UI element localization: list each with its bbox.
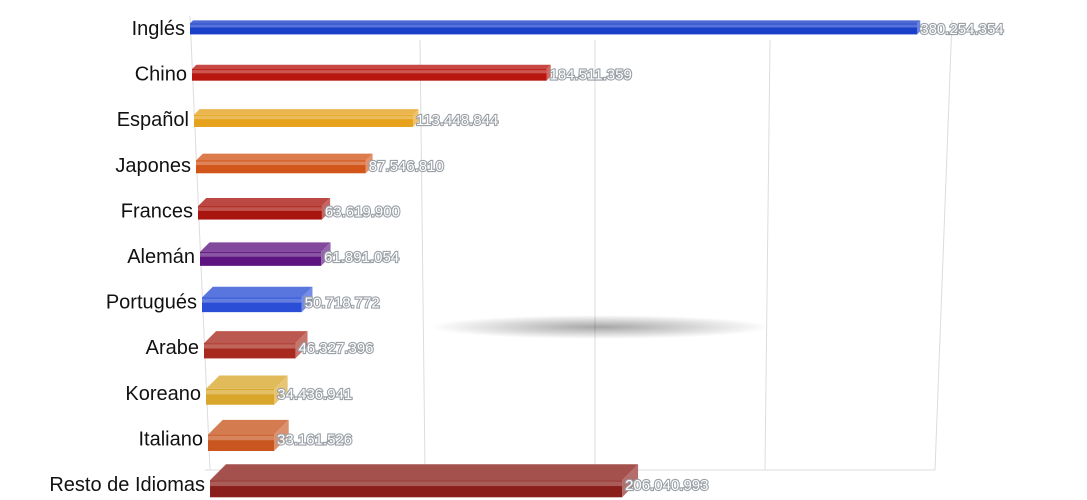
bar-ingles bbox=[190, 20, 921, 35]
bar-arabe bbox=[204, 331, 308, 359]
bar-highlight bbox=[194, 115, 413, 120]
data-label-italiano: 33.161.526 bbox=[277, 431, 352, 448]
data-label-arabe: 46.327.396 bbox=[298, 340, 373, 357]
bar-resto-de-idiomas bbox=[210, 464, 639, 498]
category-label-chino: Chino bbox=[135, 64, 187, 86]
bar-top-face bbox=[200, 242, 331, 252]
bar-end-face bbox=[301, 286, 313, 313]
bar-espanol bbox=[194, 109, 419, 127]
bar-top-face bbox=[196, 153, 373, 161]
data-label-portugues: 50.718.772 bbox=[305, 295, 380, 312]
data-label-chino: 184.511.359 bbox=[549, 67, 631, 84]
bar-highlight bbox=[190, 24, 918, 28]
category-labels: Inglés Chino Español Japones Frances Alemán Po… bbox=[49, 18, 205, 496]
bar-end-face bbox=[321, 242, 331, 266]
bar-highlight bbox=[198, 207, 322, 211]
category-label-koreano: Koreano bbox=[125, 383, 201, 405]
data-label-resto-de-idiomas: 206.040.993 bbox=[625, 477, 708, 494]
data-label-japones: 87.546.810 bbox=[369, 158, 444, 175]
bar-highlight bbox=[200, 252, 322, 257]
bar-end-face bbox=[365, 153, 373, 174]
data-label-koreano: 34.436.941 bbox=[277, 386, 352, 403]
bar-front-face bbox=[190, 23, 918, 35]
category-label-arabe: Arabe bbox=[146, 337, 199, 359]
bar-italiano bbox=[208, 419, 289, 452]
bar-highlight bbox=[210, 481, 623, 487]
bar-end-face bbox=[917, 20, 921, 35]
data-label-espanol: 113.448.844 bbox=[416, 112, 498, 129]
bar-top-face bbox=[210, 464, 639, 481]
bar-highlight bbox=[204, 344, 296, 349]
bar-end-face bbox=[295, 331, 308, 359]
category-label-japones: Japones bbox=[115, 155, 191, 177]
bar-top-face bbox=[202, 286, 313, 298]
bar-top-face bbox=[192, 64, 551, 70]
category-label-ingles: Inglés bbox=[132, 18, 185, 40]
bar-end-face bbox=[274, 419, 289, 452]
grid-line bbox=[934, 19, 953, 471]
bar-end-face bbox=[546, 64, 551, 81]
bar-koreano bbox=[206, 375, 288, 405]
grid-line bbox=[764, 39, 771, 471]
bar-chino bbox=[192, 64, 551, 81]
floor-shadow bbox=[430, 315, 770, 339]
bar-top-face bbox=[190, 20, 921, 24]
bar-highlight bbox=[192, 70, 547, 74]
bar-highlight bbox=[208, 435, 275, 441]
bar-aleman bbox=[200, 242, 331, 266]
bar-top-face bbox=[194, 109, 419, 115]
data-label-frances: 63.619.900 bbox=[325, 203, 400, 220]
bar-end-face bbox=[622, 464, 639, 498]
bar-highlight bbox=[202, 298, 302, 303]
category-label-portugues: Portugués bbox=[106, 292, 197, 314]
bar-japones bbox=[196, 153, 373, 174]
bar-highlight bbox=[206, 389, 275, 395]
bar-top-face bbox=[204, 331, 308, 344]
category-label-espanol: Español bbox=[117, 109, 189, 131]
category-label-resto-de-idiomas: Resto de Idiomas bbox=[49, 474, 205, 496]
bar-highlight bbox=[196, 161, 366, 166]
bar-portugues bbox=[202, 286, 313, 313]
bar-end-face bbox=[412, 109, 419, 127]
bars bbox=[190, 20, 921, 498]
data-label-ingles: 380.254.354 bbox=[920, 21, 1003, 38]
category-label-frances: Frances bbox=[121, 200, 193, 222]
category-label-italiano: Italiano bbox=[139, 428, 204, 450]
bar-top-face bbox=[198, 197, 331, 207]
bar-end-face bbox=[321, 197, 331, 220]
grid-line bbox=[419, 39, 426, 471]
bar-top-face bbox=[208, 419, 289, 435]
bar-frances bbox=[198, 197, 331, 220]
data-labels: 380.254.354 184.511.359 113.448.844 87.546.… bbox=[276, 20, 1005, 495]
bar-top-face bbox=[206, 375, 288, 389]
bar-front-face bbox=[192, 69, 547, 81]
data-label-aleman: 61.891.054 bbox=[324, 249, 399, 266]
bar-end-face bbox=[274, 375, 288, 405]
category-label-aleman: Alemán bbox=[127, 246, 195, 268]
